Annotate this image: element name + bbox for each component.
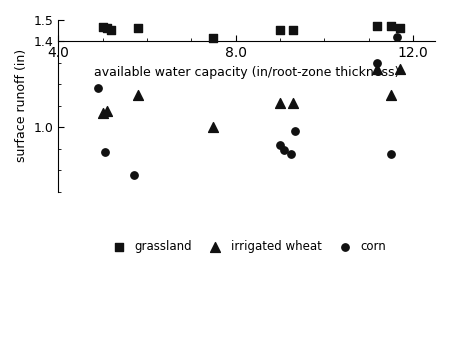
corn: [387, 151, 394, 157]
grassland: [108, 27, 115, 32]
irrigated wheat: [396, 67, 403, 72]
irrigated wheat: [290, 100, 297, 105]
grassland: [374, 24, 381, 29]
irrigated wheat: [104, 108, 111, 114]
irrigated wheat: [99, 110, 106, 116]
irrigated wheat: [387, 92, 394, 98]
corn: [276, 143, 284, 148]
grassland: [210, 35, 217, 40]
grassland: [276, 27, 284, 32]
corn: [292, 129, 299, 134]
corn: [394, 35, 401, 40]
corn: [281, 147, 288, 153]
grassland: [104, 25, 111, 31]
corn: [101, 149, 108, 155]
Legend: grassland, irrigated wheat, corn: grassland, irrigated wheat, corn: [102, 235, 391, 258]
grassland: [99, 24, 106, 30]
irrigated wheat: [374, 67, 381, 72]
grassland: [135, 25, 142, 30]
grassland: [387, 24, 394, 29]
Y-axis label: surface runoff (in): surface runoff (in): [15, 49, 28, 162]
X-axis label: available water capacity (in/root-zone thickness): available water capacity (in/root-zone t…: [94, 66, 399, 79]
grassland: [290, 27, 297, 32]
corn: [130, 173, 137, 178]
corn: [288, 151, 295, 157]
corn: [374, 60, 381, 66]
corn: [94, 85, 102, 90]
irrigated wheat: [276, 100, 284, 105]
grassland: [396, 25, 403, 30]
irrigated wheat: [210, 124, 217, 130]
irrigated wheat: [135, 92, 142, 98]
